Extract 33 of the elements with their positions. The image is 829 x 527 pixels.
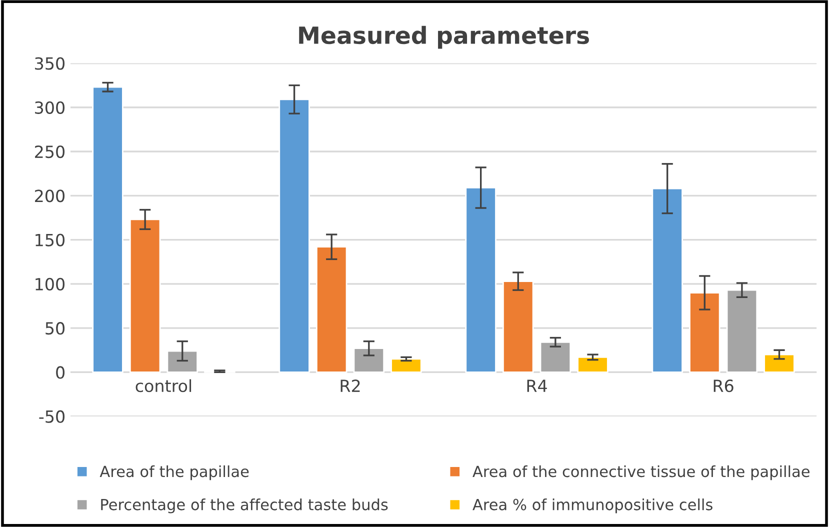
y-tick-label: 50 xyxy=(46,322,64,335)
legend-label: Area of the connective tissue of the papillae xyxy=(472,465,810,480)
bar xyxy=(316,246,348,373)
x-tick-label: R4 xyxy=(527,380,547,392)
y-tick-label: -50 xyxy=(39,410,64,423)
y-tick-label: 200 xyxy=(35,190,64,202)
x-tick-label: control xyxy=(136,379,192,392)
y-tick-label: 0 xyxy=(56,366,64,379)
bar xyxy=(764,354,795,373)
x-tick-label: R6 xyxy=(714,380,734,392)
bar xyxy=(652,188,683,373)
y-tick-label: 350 xyxy=(35,57,64,70)
bar xyxy=(166,350,198,373)
legend-label: Area of the papillae xyxy=(100,465,249,480)
bar xyxy=(726,289,758,373)
y-tick-label: 100 xyxy=(36,278,64,290)
bar xyxy=(577,356,608,373)
legend-label: Percentage of the affected taste buds xyxy=(101,498,388,514)
legend-label: Area % of immunopositive cells xyxy=(472,498,712,514)
bar xyxy=(129,218,161,373)
bar xyxy=(353,348,385,373)
y-tick-label: 250 xyxy=(35,145,64,158)
x-tick-label: R2 xyxy=(340,380,360,392)
bar xyxy=(689,292,720,373)
bar xyxy=(278,98,310,373)
chart-title: Measured parameters xyxy=(299,26,589,49)
bar xyxy=(540,341,572,373)
bar xyxy=(465,187,496,373)
bar xyxy=(390,358,422,373)
bar xyxy=(502,280,534,373)
y-tick-label: 300 xyxy=(35,101,64,114)
y-tick-label: 150 xyxy=(36,234,64,246)
bar xyxy=(92,86,124,373)
